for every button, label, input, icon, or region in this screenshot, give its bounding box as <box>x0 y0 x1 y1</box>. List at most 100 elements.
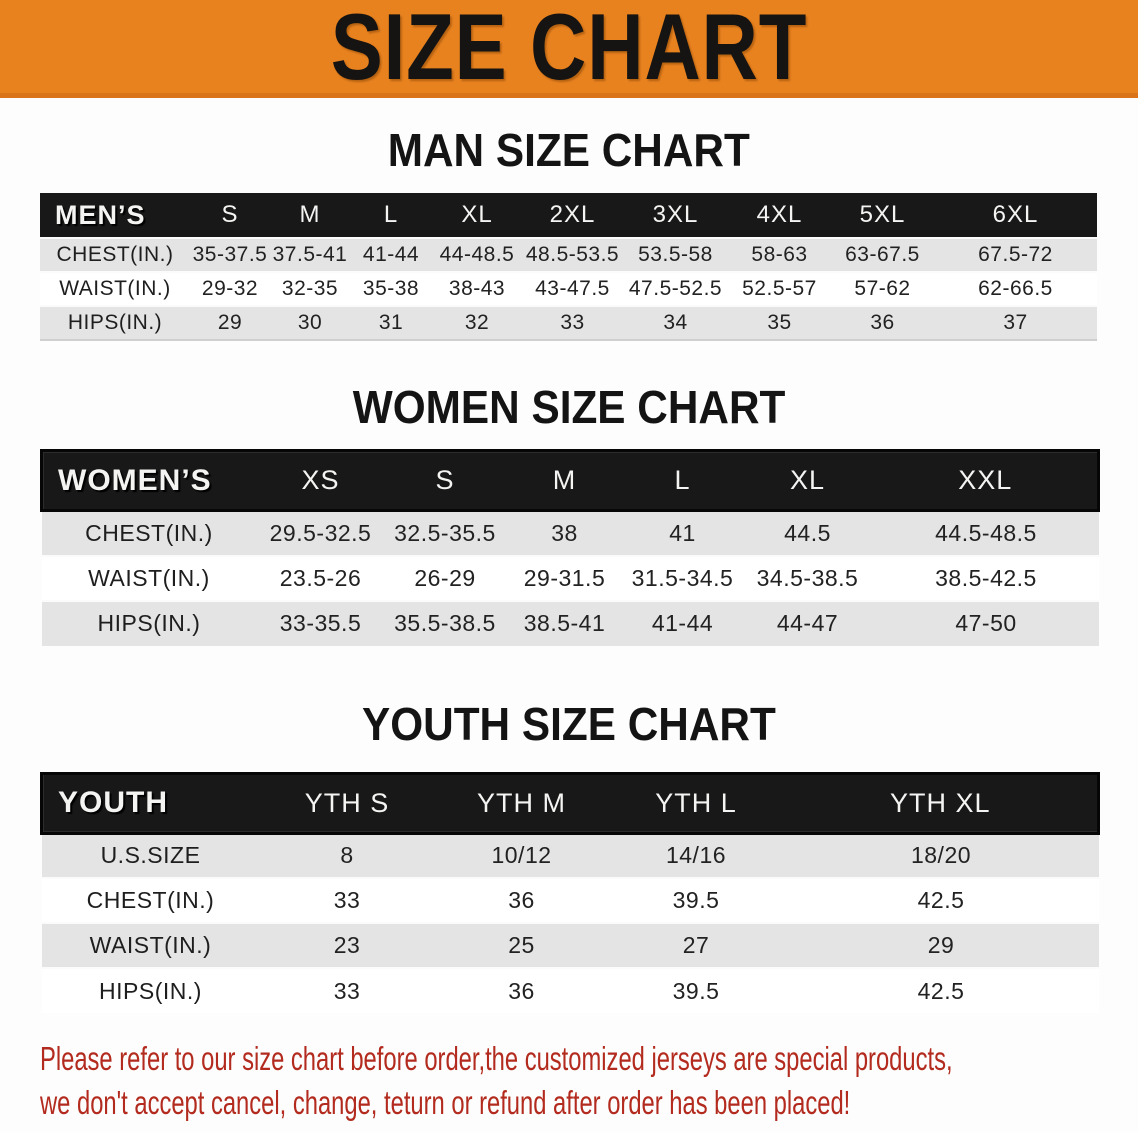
size-chart-banner: SIZE CHART <box>0 0 1138 98</box>
table-cell: 42.5 <box>917 887 965 913</box>
table-cell: 42.5 <box>917 977 965 1004</box>
table-cell: 29 <box>217 311 243 334</box>
men-column-2xl: 2XL <box>549 201 596 228</box>
table-cell: 48.5-53.5 <box>525 243 620 266</box>
disclaimer-line-1: Please refer to our size chart before or… <box>40 1040 953 1077</box>
men-header-row: MEN’S S M L XL 2XL 3XL 4XL 5XL 6XL <box>40 193 1097 238</box>
men-table-header: MEN’S S M L XL 2XL 3XL 4XL 5XL 6XL <box>40 193 1097 238</box>
men-section-title: MAN SIZE CHART <box>0 124 1138 176</box>
women-table-header: WOMEN’S XS S M L XL XXL <box>41 450 1099 511</box>
table-cell: 44.5 <box>784 519 831 546</box>
row-label: HIPS(IN.) <box>67 311 163 334</box>
table-cell: 47.5-52.5 <box>628 277 723 300</box>
table-cell: 41 <box>669 519 696 546</box>
table-cell: 38.5-41 <box>523 610 606 636</box>
men-table-body: CHEST(IN.) 35-37.5 37.5-41 41-44 44-48.5 48.5… <box>40 238 1097 340</box>
table-cell: 38.5-42.5 <box>935 564 1037 591</box>
men-row-waist-in: WAIST(IN.) 29-32 32-35 35-38 38-43 43-47.5 47.… <box>40 272 1097 306</box>
women-header-row: WOMEN’S XS S M L XL XXL <box>41 450 1099 511</box>
table-cell: 43-47.5 <box>535 277 610 300</box>
table-cell: 35.5-38.5 <box>394 610 496 636</box>
row-label: WAIST(IN.) <box>89 932 212 958</box>
youth-section-title: YOUTH SIZE CHART <box>0 698 1138 750</box>
table-cell: 32.5-35.5 <box>394 519 496 546</box>
table-cell: 35 <box>767 311 792 334</box>
row-label: WAIST(IN.) <box>59 277 171 300</box>
table-cell: 39.5 <box>672 977 720 1004</box>
row-label: U.S.SIZE <box>100 842 201 869</box>
men-size-table: MEN’S S M L XL 2XL 3XL 4XL 5XL 6XL CHEST(IN.) 35-3… <box>40 193 1097 341</box>
women-row-hips-in: HIPS(IN.) 33-35.5 35.5-38.5 38.5-41 41-44 44-… <box>41 600 1099 646</box>
table-cell: 18/20 <box>910 842 972 869</box>
table-cell: 44-47 <box>776 610 839 636</box>
table-cell: 33 <box>333 977 361 1004</box>
table-cell: 23 <box>333 932 361 958</box>
women-column-xl: XL <box>789 465 826 495</box>
table-cell: 36 <box>870 311 895 334</box>
youth-section-title-text: YOUTH SIZE CHART <box>362 697 776 750</box>
row-label: CHEST(IN.) <box>86 887 215 913</box>
table-cell: 29 <box>927 932 955 958</box>
youth-size-table: YOUTH YTH S YTH M YTH L YTH XL U.S.SIZE 8 10/1… <box>40 772 1100 1013</box>
table-cell: 33-35.5 <box>279 610 362 636</box>
youth-row-chest-in: CHEST(IN.) 33 36 39.5 42.5 <box>41 878 1099 923</box>
table-cell: 53.5-58 <box>638 243 713 266</box>
youth-size-section: YOUTH SIZE CHART YOUTH YTH S YTH M YTH L YTH… <box>0 698 1138 1013</box>
youth-table-header: YOUTH YTH S YTH M YTH L YTH XL <box>41 773 1099 833</box>
row-label: HIPS(IN.) <box>97 610 201 636</box>
women-group-label: WOMEN’S <box>58 463 212 497</box>
table-cell: 25 <box>508 932 535 958</box>
men-column-3xl: 3XL <box>652 201 699 228</box>
table-cell: 36 <box>508 887 535 913</box>
women-column-xs: XS <box>301 465 340 495</box>
table-cell: 30 <box>297 311 323 334</box>
table-cell: 36 <box>508 977 535 1004</box>
men-column-s: S <box>221 201 239 228</box>
table-cell: 47-50 <box>955 610 1017 636</box>
table-cell: 32 <box>464 311 490 334</box>
men-size-section: MAN SIZE CHART MEN’S S M L XL 2XL 3XL 4XL 5XL 6XL… <box>0 124 1138 341</box>
table-cell: 8 <box>340 842 354 869</box>
table-cell: 41-44 <box>362 243 420 266</box>
youth-header-row: YOUTH YTH S YTH M YTH L YTH XL <box>41 773 1099 833</box>
youth-column-yth-l: YTH L <box>655 787 737 818</box>
women-row-waist-in: WAIST(IN.) 23.5-26 26-29 29-31.5 31.5-34.5 34… <box>41 555 1099 601</box>
women-table-body: CHEST(IN.) 29.5-32.5 32.5-35.5 38 41 44.5 44.5… <box>41 510 1099 646</box>
women-section-title-text: WOMEN SIZE CHART <box>352 381 786 433</box>
youth-column-yth-s: YTH S <box>304 787 390 818</box>
table-cell: 34 <box>663 311 688 334</box>
table-cell: 27 <box>682 932 710 958</box>
youth-column-yth-xl: YTH XL <box>889 787 991 818</box>
row-label: WAIST(IN.) <box>88 564 210 591</box>
table-cell: 32-35 <box>281 277 339 300</box>
table-cell: 26-29 <box>414 564 476 591</box>
youth-row-hips-in: HIPS(IN.) 33 36 39.5 42.5 <box>41 968 1099 1013</box>
table-cell: 39.5 <box>672 887 720 913</box>
men-column-5xl: 5XL <box>859 201 906 228</box>
table-cell: 52.5-57 <box>742 277 817 300</box>
table-cell: 14/16 <box>665 842 727 869</box>
men-column-4xl: 4XL <box>756 201 803 228</box>
youth-column-yth-m: YTH M <box>477 787 566 818</box>
women-column-xxl: XXL <box>958 465 1013 495</box>
men-column-l: L <box>383 201 399 228</box>
men-column-6xl: 6XL <box>992 201 1039 228</box>
men-column-m: M <box>299 201 321 228</box>
men-group-label: MEN’S <box>55 199 146 230</box>
youth-group-label: YOUTH <box>58 786 168 819</box>
table-cell: 23.5-26 <box>279 564 362 591</box>
men-row-hips-in: HIPS(IN.) 29 30 31 32 33 34 35 36 37 <box>40 306 1097 340</box>
table-cell: 57-62 <box>854 277 911 300</box>
women-section-title: WOMEN SIZE CHART <box>0 381 1138 433</box>
men-column-xl: XL <box>461 201 493 228</box>
table-cell: 58-63 <box>751 243 808 266</box>
table-cell: 29.5-32.5 <box>269 519 372 546</box>
table-cell: 31.5-34.5 <box>631 564 734 591</box>
women-column-m: M <box>552 465 577 495</box>
row-label: CHEST(IN.) <box>85 519 213 546</box>
table-cell: 63-67.5 <box>845 243 920 266</box>
disclaimer-line-2: we don't accept cancel, change, teturn o… <box>40 1084 851 1121</box>
table-cell: 29-32 <box>201 277 259 300</box>
women-size-table: WOMEN’S XS S M L XL XXL CHEST(IN.) 29.5-32.5 32.… <box>40 449 1100 646</box>
youth-row-waist-in: WAIST(IN.) 23 25 27 29 <box>41 923 1099 968</box>
